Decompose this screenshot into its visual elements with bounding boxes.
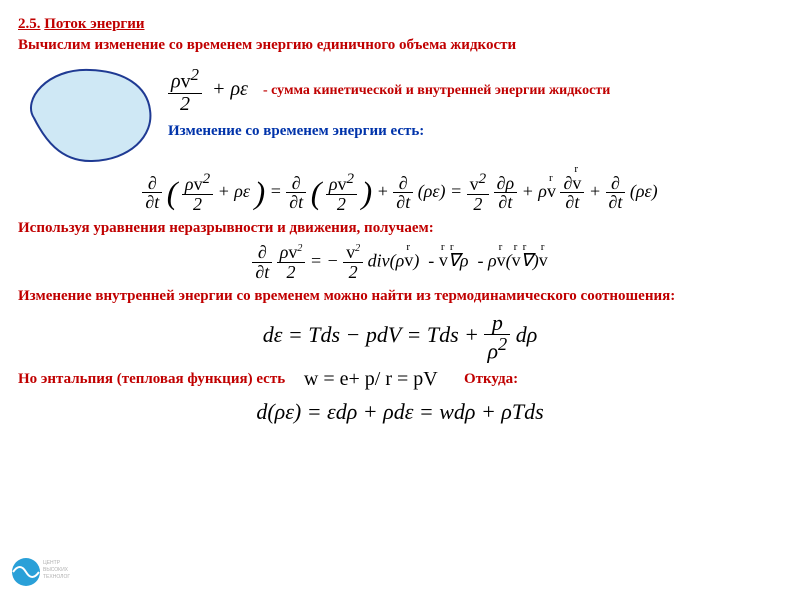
enthalpy-eq: w = e+ p/ r = pV xyxy=(304,368,438,391)
using-label: Используя уравнения неразрывности и движ… xyxy=(18,220,782,237)
blob-path xyxy=(31,70,150,161)
enthalpy-line: Но энтальпия (тепловая функция) есть w =… xyxy=(18,368,782,391)
intro-line: Вычислим изменение со временем энергию е… xyxy=(18,37,782,54)
energy-sum-label: - сумма кинетической и внутренней энерги… xyxy=(263,83,610,98)
enthalpy-prefix: Но энтальпия (тепловая функция) есть xyxy=(18,371,285,387)
continuity-eq: ∂∂t ρv22 = − v22 div(ρrv) - rvr∇ρ - ρrv(… xyxy=(18,243,782,282)
logo-line3: ТЕХНОЛОГИЙ xyxy=(43,572,70,580)
logo-line1: ЦЕНТР xyxy=(43,560,61,566)
section-header: 2.5. Поток энергии xyxy=(18,16,782,33)
internal-energy-label: Изменение внутренней энергии со временем… xyxy=(18,288,778,305)
time-derivative-eq: ∂∂t ( ρv22 + ρε ) = ∂∂t ( ρv22 ) + ∂∂t (… xyxy=(18,172,782,214)
section-number: 2.5. xyxy=(18,16,41,32)
section-title: Поток энергии xyxy=(44,16,144,32)
thermo-eq: dε = Tds − pdV = Tds + pρ2 dρ xyxy=(18,311,782,363)
fluid-blob-icon xyxy=(12,58,162,170)
org-logo: ЦЕНТР ВЫСОКИХ ТЕХНОЛОГИЙ xyxy=(10,552,70,592)
final-eq: d(ρε) = εdρ + ρdε = wdρ + ρTds xyxy=(18,399,782,425)
logo-line2: ВЫСОКИХ xyxy=(43,567,69,573)
whence-label: Откуда: xyxy=(464,371,518,387)
energy-density-eq: ρv22 + ρε xyxy=(168,66,248,115)
energy-row: ρv22 + ρε - сумма кинетической и внутрен… xyxy=(18,58,782,166)
